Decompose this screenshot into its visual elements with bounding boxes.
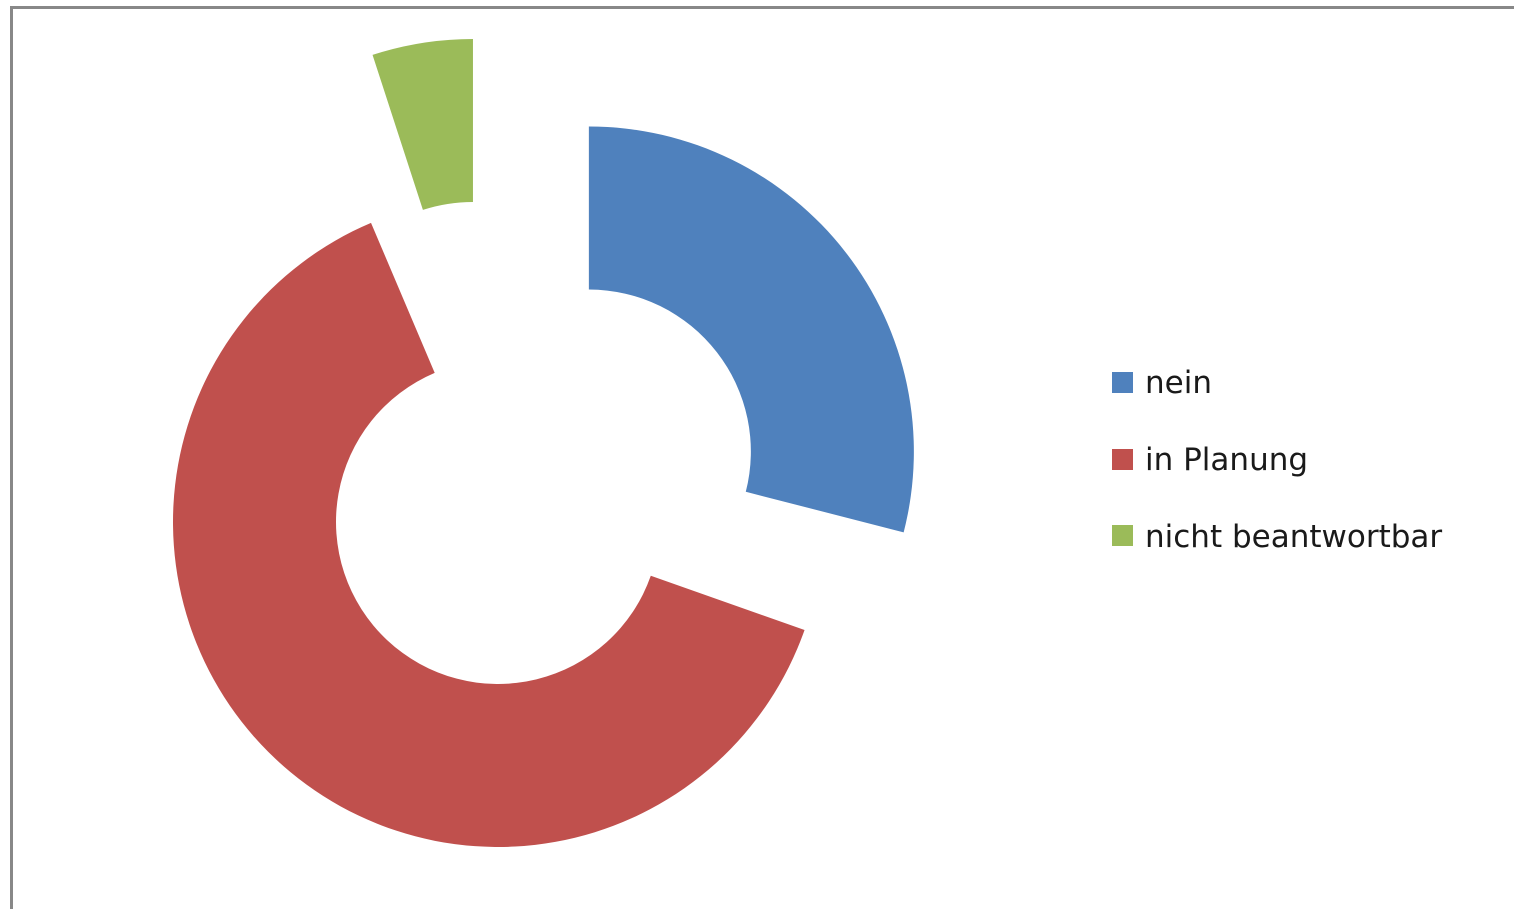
- legend-item-nein: nein: [1112, 365, 1212, 401]
- legend-item-nicht-beantwortbar: nicht beantwortbar: [1112, 519, 1442, 555]
- legend-item-in-planung: in Planung: [1112, 442, 1308, 478]
- legend-label-in-planung: in Planung: [1145, 442, 1308, 478]
- chart-slices: [173, 38, 914, 848]
- slice-nicht-beantwortbar: [372, 38, 473, 210]
- legend-swatch-nein: [1112, 372, 1133, 393]
- slice-in-planung: [173, 222, 805, 848]
- legend-swatch-nicht-beantwortbar: [1112, 525, 1133, 546]
- legend-label-nein: nein: [1145, 365, 1212, 401]
- legend-swatch-in-planung: [1112, 449, 1133, 470]
- chart-legend: nein in Planung nicht beantwortbar: [1112, 365, 1442, 555]
- legend-label-nicht-beantwortbar: nicht beantwortbar: [1145, 519, 1442, 555]
- slice-nein: [588, 126, 914, 533]
